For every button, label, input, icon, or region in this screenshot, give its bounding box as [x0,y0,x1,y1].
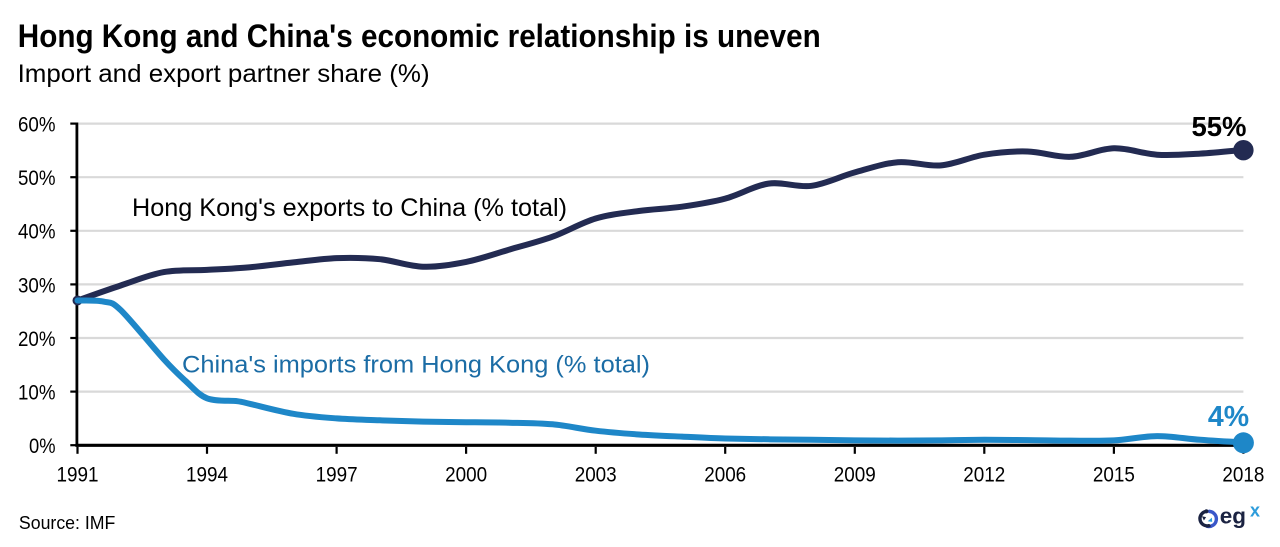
svg-text:0%: 0% [29,433,56,458]
svg-text:2009: 2009 [834,462,876,487]
svg-text:2012: 2012 [963,462,1005,487]
svg-text:Source: IMF: Source: IMF [19,513,116,533]
svg-text:Hong Kong's exports to China (: Hong Kong's exports to China (% total) [132,194,567,222]
svg-text:10%: 10% [18,380,56,405]
svg-text:1991: 1991 [57,462,99,487]
svg-text:2006: 2006 [704,462,746,487]
svg-text:2015: 2015 [1093,462,1135,487]
svg-text:Import and export partner shar: Import and export partner share (%) [18,60,430,88]
svg-text:Hong Kong and China's economic: Hong Kong and China's economic relations… [18,18,821,54]
svg-text:eg: eg [1220,503,1246,528]
svg-text:1997: 1997 [316,462,358,487]
svg-text:China's imports from Hong Kong: China's imports from Hong Kong (% total) [182,351,650,378]
svg-text:40%: 40% [18,219,56,244]
svg-text:x: x [1250,501,1260,521]
svg-text:30%: 30% [18,272,56,297]
svg-text:50%: 50% [18,165,56,190]
svg-text:2018: 2018 [1222,462,1264,487]
svg-text:60%: 60% [18,112,56,137]
svg-text:20%: 20% [18,326,56,351]
svg-text:55%: 55% [1191,111,1246,142]
svg-text:4%: 4% [1208,401,1249,433]
svg-text:1994: 1994 [186,462,228,487]
svg-text:2000: 2000 [445,462,487,487]
svg-text:2003: 2003 [575,462,617,487]
